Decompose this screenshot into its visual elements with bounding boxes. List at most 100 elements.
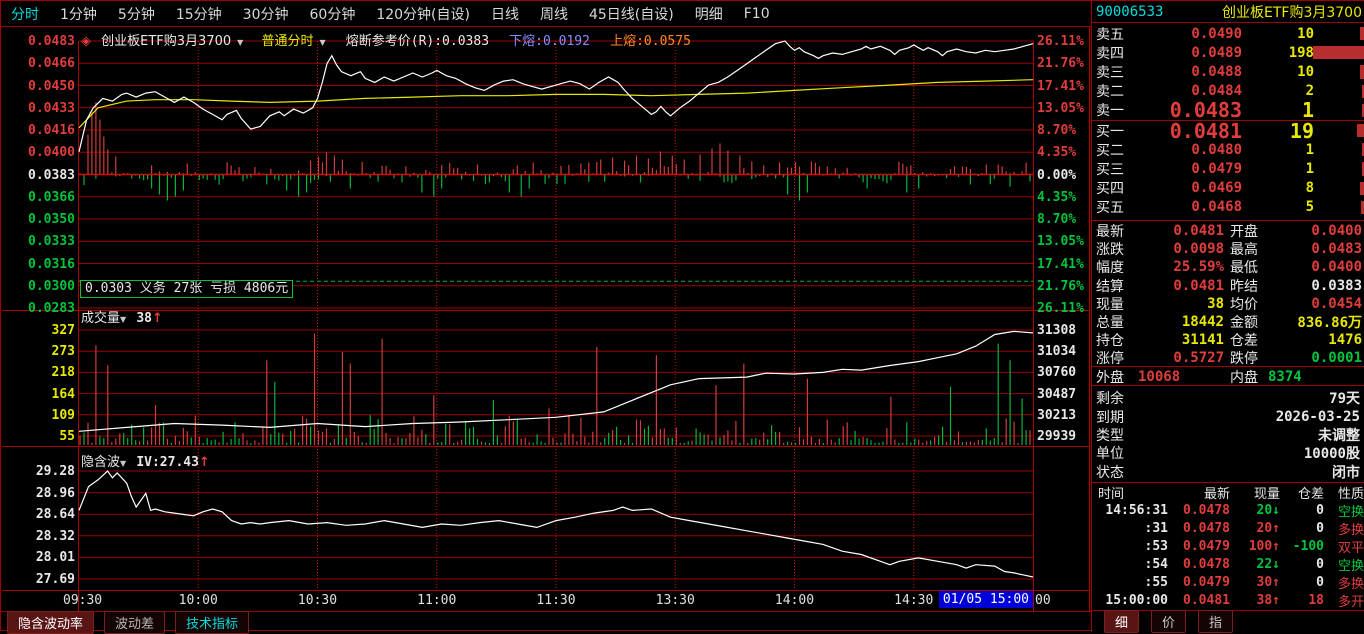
tape-oi-change: 0 — [1280, 575, 1324, 590]
bid-label: 买三 — [1096, 159, 1132, 179]
volume-pane-header: 成交量▼ 38↑ — [81, 307, 163, 326]
tape-volume: 22↓ — [1230, 557, 1280, 572]
tape-header: 性质 — [1324, 483, 1364, 502]
quote-value: 0.0454 — [1268, 296, 1362, 312]
menu-item-6[interactable]: 120分钟(自设) — [376, 4, 470, 24]
quote-value: 38 — [1138, 296, 1224, 312]
volume-dropdown-icon[interactable]: ▼ — [120, 315, 126, 324]
menu-item-0[interactable]: 分时 — [11, 4, 39, 24]
quote-label: 幅度 — [1096, 257, 1138, 277]
inner-disk-value: 8374 — [1268, 369, 1362, 385]
tape-price: 0.0479 — [1168, 575, 1230, 590]
tape-time: 15:00:00 — [1096, 593, 1168, 608]
quote-value: 0.0481 — [1138, 223, 1224, 239]
menu-item-11[interactable]: F10 — [744, 6, 770, 22]
time-axis-label: 14:30 — [894, 593, 933, 608]
qty: 19 — [1242, 119, 1314, 143]
tape-price: 0.0478 — [1168, 557, 1230, 572]
quote-label: 昨结 — [1224, 276, 1268, 296]
quote-label: 涨跌 — [1096, 239, 1138, 259]
contract-row: 状态闭市 — [1092, 463, 1364, 481]
ask-label: 卖三 — [1096, 62, 1132, 82]
qty: 8 — [1242, 180, 1314, 196]
mode-dropdown-icon[interactable]: ▼ — [319, 38, 325, 47]
quote-label: 最高 — [1224, 239, 1268, 259]
menu-item-9[interactable]: 45日线(自设) — [589, 4, 674, 24]
quote-value: 0.0400 — [1268, 259, 1362, 275]
detail-tab-0[interactable]: 细 — [1104, 610, 1139, 633]
tape-time: :53 — [1096, 539, 1168, 554]
tape-price: 0.0479 — [1168, 539, 1230, 554]
price: 0.0479 — [1132, 161, 1242, 177]
symbol-name[interactable]: 创业板ETF购3月3700 — [101, 34, 231, 49]
menu-item-1[interactable]: 1分钟 — [60, 4, 97, 24]
menu-item-4[interactable]: 30分钟 — [243, 4, 289, 24]
tape-nature: 多开 — [1324, 591, 1364, 610]
volume-up-arrow-icon: ↑ — [152, 311, 163, 326]
book-separator — [1092, 120, 1364, 121]
symbol-dropdown-icon[interactable]: ▼ — [237, 38, 243, 47]
tape-volume: 38↑ — [1230, 593, 1280, 608]
fuse-ref-price: 熔断参考价(R):0.0383 — [346, 34, 489, 49]
tape-oi-change: 0 — [1280, 503, 1324, 518]
menu-item-10[interactable]: 明细 — [695, 4, 723, 24]
time-axis-label: 13:30 — [656, 593, 695, 608]
menu-item-8[interactable]: 周线 — [540, 4, 568, 24]
quote-value: 0.0001 — [1268, 350, 1362, 366]
tape-oi-change: 18 — [1280, 593, 1324, 608]
chart-mode[interactable]: 普通分时 — [261, 34, 313, 49]
tape-time: :31 — [1096, 521, 1168, 536]
quote-label: 持仓 — [1096, 330, 1138, 350]
menu-item-2[interactable]: 5分钟 — [118, 4, 155, 24]
time-axis-label: 14:00 — [775, 593, 814, 608]
menu-item-7[interactable]: 日线 — [491, 4, 519, 24]
chart-canvas[interactable] — [1, 27, 1091, 611]
iv-label[interactable]: 隐含波 — [81, 455, 120, 470]
qty: 5 — [1242, 199, 1314, 215]
menu-item-5[interactable]: 60分钟 — [310, 4, 356, 24]
qty: 2 — [1242, 83, 1314, 99]
price: 0.0488 — [1132, 64, 1242, 80]
iv-dropdown-icon[interactable]: ▼ — [120, 459, 126, 468]
ask-label: 卖一 — [1096, 100, 1132, 120]
detail-tab-2[interactable]: 指 — [1198, 610, 1233, 633]
bid-label: 买五 — [1096, 197, 1132, 217]
price: 0.0490 — [1132, 26, 1242, 42]
time-highlight-label: 01/05 15:00 — [939, 591, 1033, 608]
volume-label[interactable]: 成交量 — [81, 311, 120, 326]
time-axis-label: 10:30 — [298, 593, 337, 608]
tape-volume: 100↑ — [1230, 539, 1280, 554]
menu-item-3[interactable]: 15分钟 — [176, 4, 222, 24]
detail-tab-1[interactable]: 价 — [1151, 610, 1186, 633]
tape-nature: 双平 — [1324, 537, 1364, 556]
chart-area[interactable]: ◈ 创业板ETF购3月3700▼ 普通分时▼ 熔断参考价(R):0.0383 下… — [1, 27, 1091, 611]
tape-time: :54 — [1096, 557, 1168, 572]
chart-header: ◈ 创业板ETF购3月3700▼ 普通分时▼ 熔断参考价(R):0.0383 下… — [81, 30, 697, 49]
contract-value: 10000股 — [1304, 443, 1360, 463]
